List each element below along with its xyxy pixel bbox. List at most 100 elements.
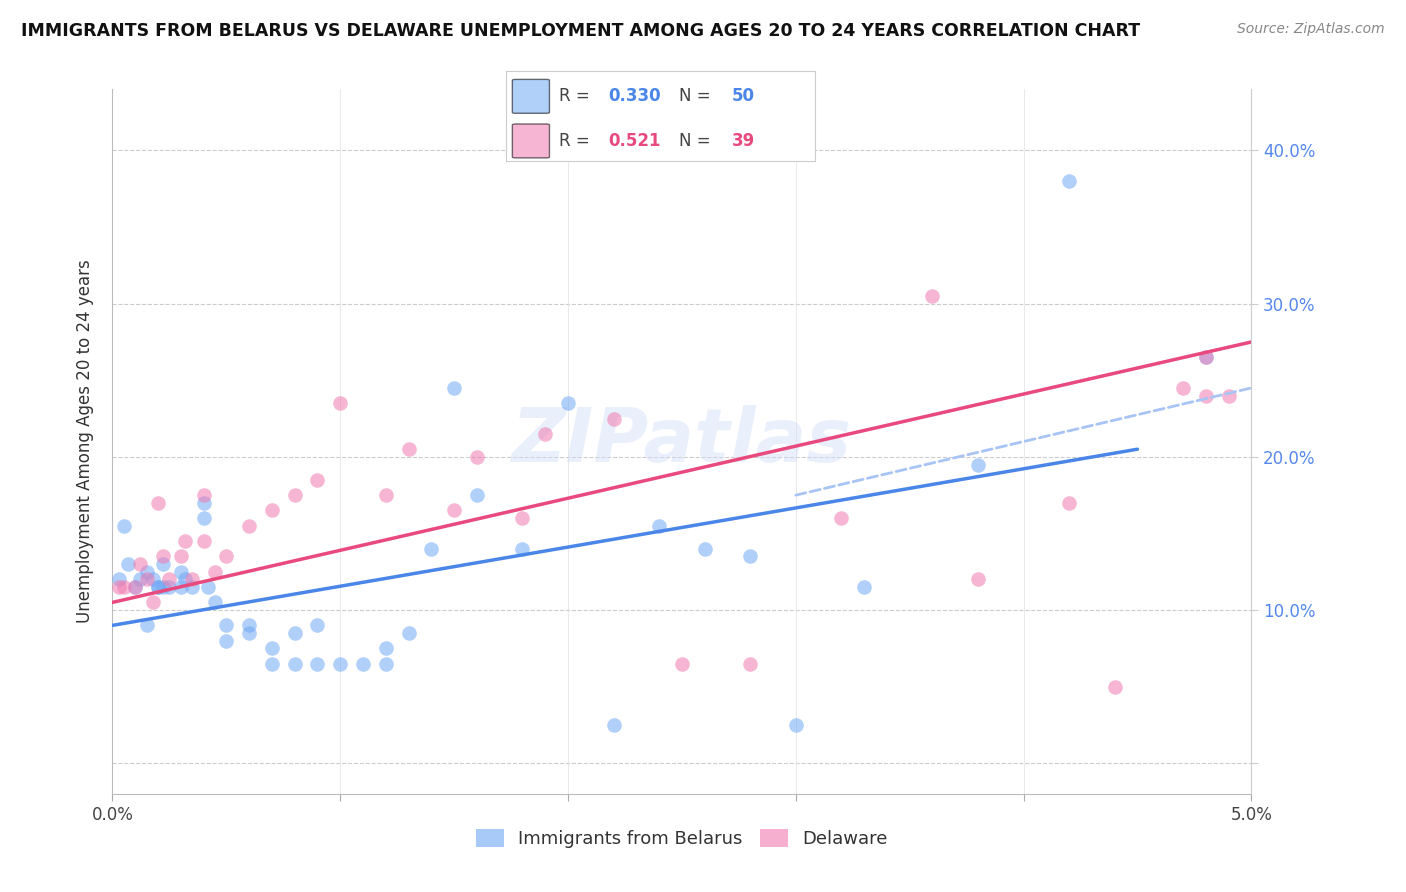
Point	[238, 618, 260, 632]
Text: R =: R =	[558, 87, 595, 105]
Point	[1104, 680, 1126, 694]
FancyBboxPatch shape	[512, 79, 550, 113]
Text: 39: 39	[733, 132, 755, 150]
Point	[215, 618, 238, 632]
Text: N =: N =	[679, 132, 716, 150]
Point	[193, 496, 215, 510]
Point	[1057, 496, 1080, 510]
Point	[420, 541, 443, 556]
Point	[398, 442, 420, 457]
Point	[159, 580, 180, 594]
Legend: Immigrants from Belarus, Delaware: Immigrants from Belarus, Delaware	[470, 822, 894, 855]
Point	[785, 718, 807, 732]
Point	[693, 541, 716, 556]
Point	[181, 573, 204, 587]
Point	[112, 518, 135, 533]
Point	[374, 657, 396, 671]
Point	[512, 511, 534, 525]
Point	[152, 557, 174, 571]
Point	[443, 503, 465, 517]
Point	[1195, 351, 1218, 365]
Point	[921, 289, 943, 303]
Point	[238, 518, 260, 533]
Point	[374, 488, 396, 502]
Point	[671, 657, 693, 671]
Point	[117, 557, 139, 571]
Point	[740, 657, 762, 671]
Point	[124, 580, 146, 594]
Point	[284, 626, 307, 640]
Point	[443, 381, 465, 395]
Point	[329, 396, 352, 410]
Point	[465, 488, 488, 502]
Point	[146, 496, 169, 510]
Point	[170, 565, 193, 579]
Point	[159, 573, 180, 587]
Point	[152, 580, 174, 594]
Point	[284, 488, 307, 502]
Point	[204, 565, 226, 579]
Point	[967, 573, 990, 587]
Point	[108, 573, 131, 587]
Point	[740, 549, 762, 564]
Point	[170, 580, 193, 594]
Point	[135, 573, 157, 587]
Point	[307, 473, 329, 487]
Point	[602, 718, 624, 732]
Point	[534, 426, 557, 441]
Text: N =: N =	[679, 87, 716, 105]
Point	[512, 541, 534, 556]
Point	[193, 488, 215, 502]
Point	[146, 580, 169, 594]
Point	[193, 534, 215, 549]
Point	[135, 565, 157, 579]
Point	[215, 633, 238, 648]
Point	[602, 411, 624, 425]
Point	[352, 657, 374, 671]
Text: ZIPatlas: ZIPatlas	[512, 405, 852, 478]
Point	[238, 626, 260, 640]
Text: 50: 50	[733, 87, 755, 105]
Point	[197, 580, 219, 594]
Point	[284, 657, 307, 671]
Point	[1171, 381, 1194, 395]
Point	[398, 626, 420, 640]
Point	[142, 573, 165, 587]
Point	[557, 396, 579, 410]
Point	[174, 534, 197, 549]
Point	[128, 557, 150, 571]
Point	[124, 580, 146, 594]
Point	[174, 573, 197, 587]
Text: 0.330: 0.330	[609, 87, 661, 105]
Point	[170, 549, 193, 564]
Point	[260, 503, 283, 517]
Point	[204, 595, 226, 609]
Point	[260, 641, 283, 656]
Point	[112, 580, 135, 594]
Point	[108, 580, 131, 594]
Point	[307, 657, 329, 671]
Text: IMMIGRANTS FROM BELARUS VS DELAWARE UNEMPLOYMENT AMONG AGES 20 TO 24 YEARS CORRE: IMMIGRANTS FROM BELARUS VS DELAWARE UNEM…	[21, 22, 1140, 40]
Point	[142, 595, 165, 609]
Point	[193, 511, 215, 525]
Point	[1195, 351, 1218, 365]
Point	[152, 549, 174, 564]
Point	[853, 580, 876, 594]
Point	[374, 641, 396, 656]
Point	[967, 458, 990, 472]
Point	[1195, 388, 1218, 402]
Text: R =: R =	[558, 132, 595, 150]
Point	[260, 657, 283, 671]
Point	[128, 573, 150, 587]
Point	[1057, 174, 1080, 188]
Point	[181, 580, 204, 594]
Point	[135, 618, 157, 632]
Y-axis label: Unemployment Among Ages 20 to 24 years: Unemployment Among Ages 20 to 24 years	[76, 260, 94, 624]
Point	[1218, 388, 1240, 402]
Point	[307, 618, 329, 632]
Point	[648, 518, 671, 533]
Text: Source: ZipAtlas.com: Source: ZipAtlas.com	[1237, 22, 1385, 37]
Point	[146, 580, 169, 594]
Point	[329, 657, 352, 671]
Text: 0.521: 0.521	[609, 132, 661, 150]
